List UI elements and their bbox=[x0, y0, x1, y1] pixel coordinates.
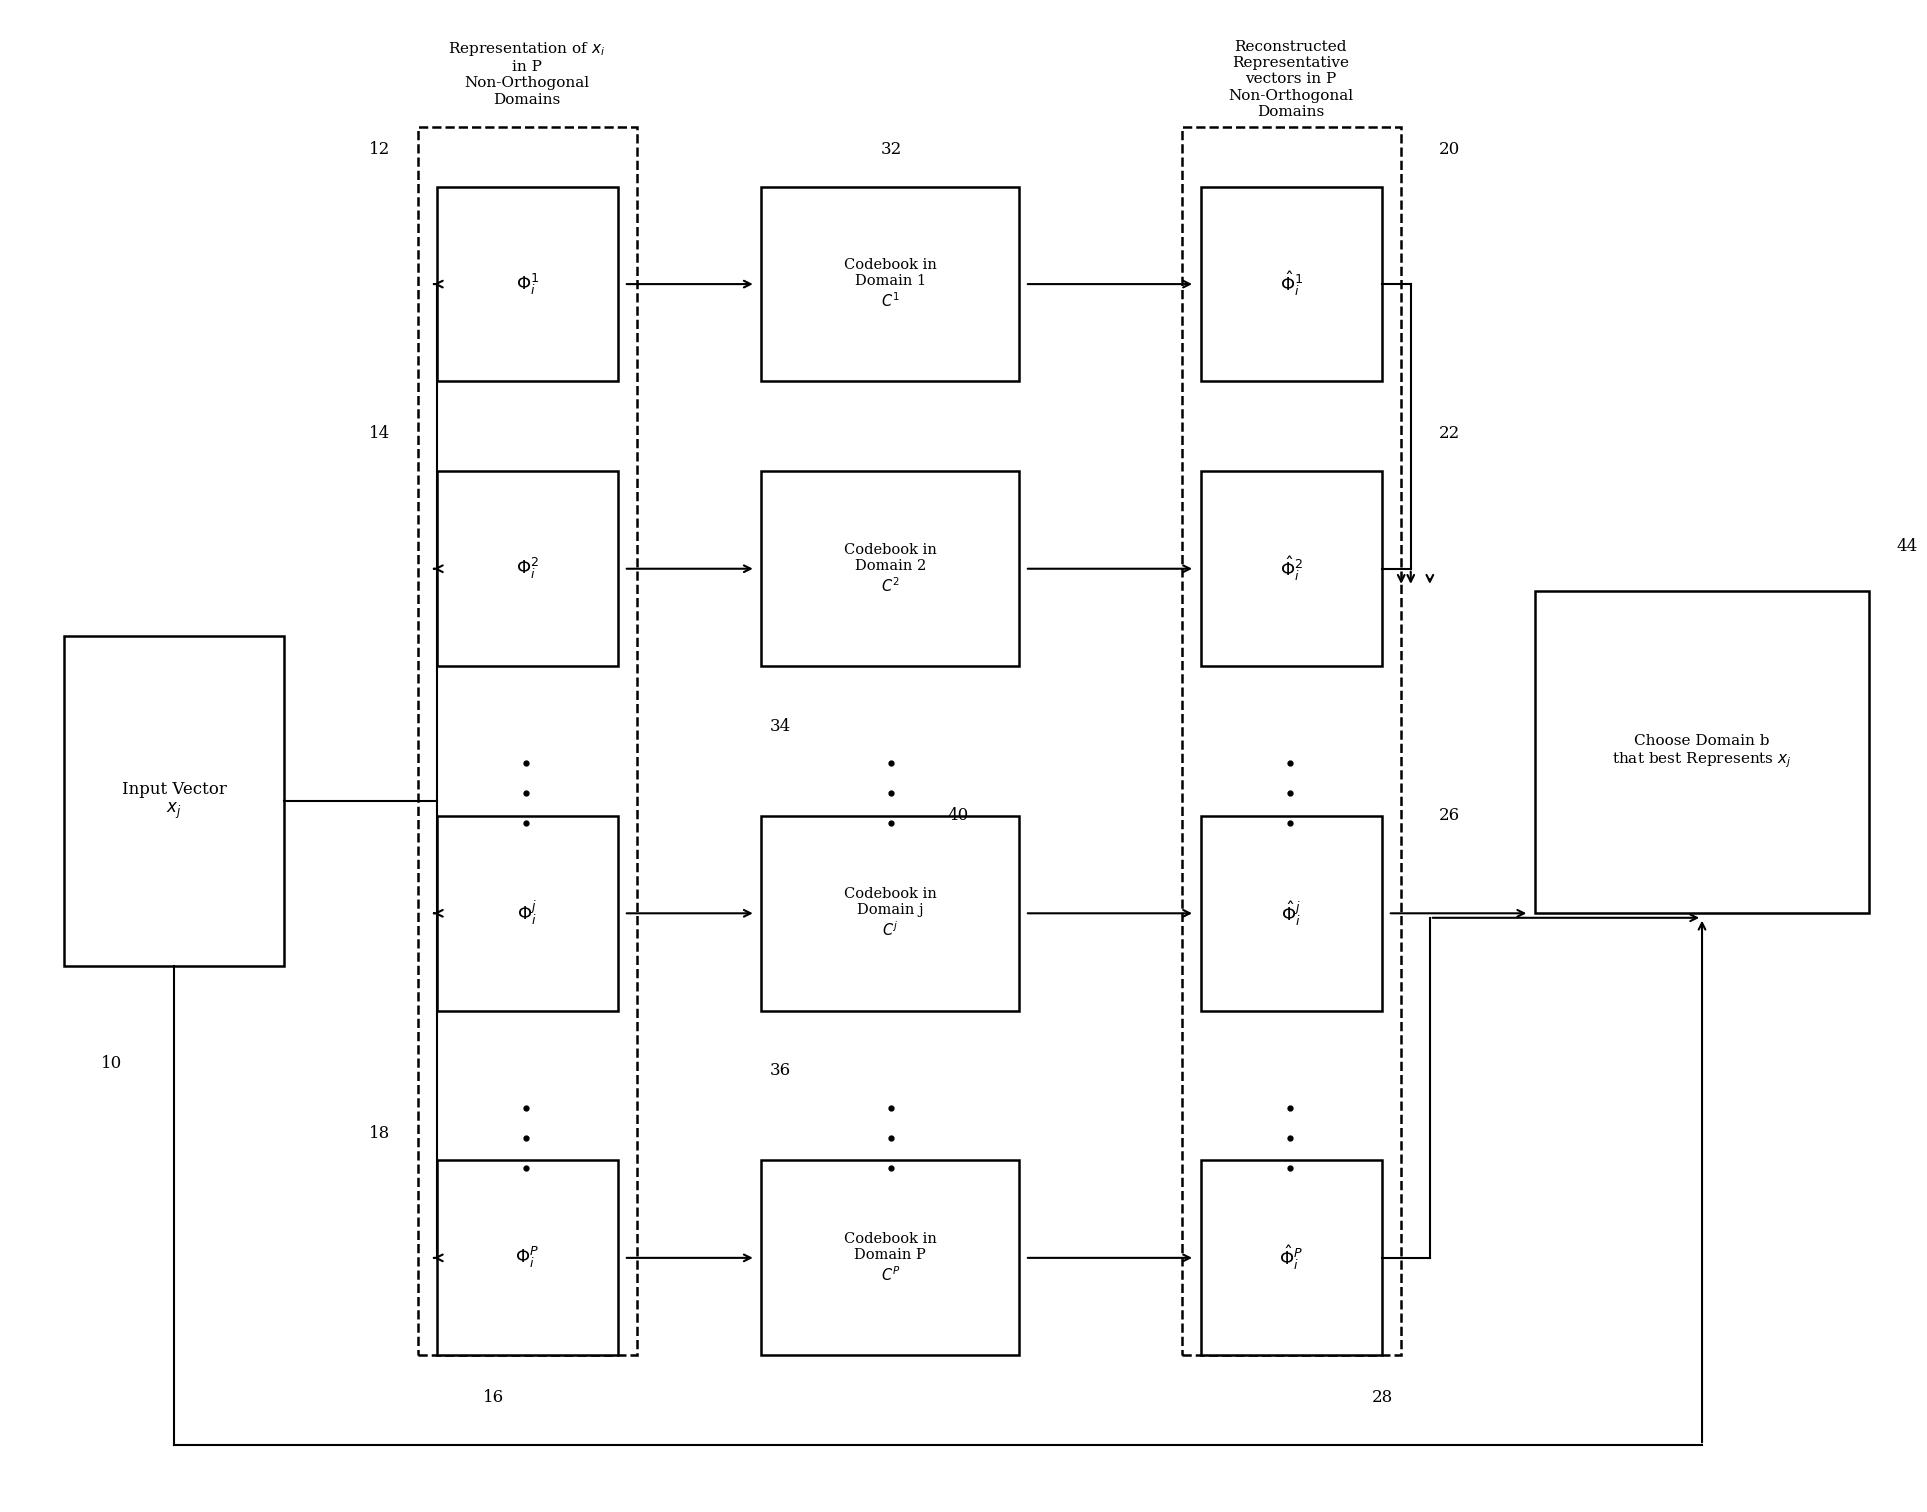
Bar bbox=[418, 127, 638, 1355]
Text: $\Phi_i^P$: $\Phi_i^P$ bbox=[515, 1246, 540, 1270]
Bar bbox=[1201, 186, 1382, 381]
Text: Representation of $x_i$
in P
Non-Orthogonal
Domains: Representation of $x_i$ in P Non-Orthogo… bbox=[447, 39, 605, 106]
Bar bbox=[1181, 127, 1401, 1355]
Text: 22: 22 bbox=[1438, 425, 1459, 443]
Bar bbox=[1201, 472, 1382, 667]
Text: Input Vector
$x_j$: Input Vector $x_j$ bbox=[121, 780, 227, 821]
Text: 12: 12 bbox=[368, 141, 389, 157]
Text: 18: 18 bbox=[368, 1125, 389, 1142]
Text: $\hat{\Phi}_i^P$: $\hat{\Phi}_i^P$ bbox=[1280, 1243, 1303, 1272]
Bar bbox=[437, 472, 619, 667]
Text: $\hat{\Phi}_i^2$: $\hat{\Phi}_i^2$ bbox=[1280, 555, 1303, 584]
Text: 36: 36 bbox=[771, 1061, 792, 1080]
Bar bbox=[1536, 591, 1869, 913]
Text: $\hat{\Phi}_i^1$: $\hat{\Phi}_i^1$ bbox=[1280, 269, 1303, 298]
Text: Codebook in
Domain 2
$C^2$: Codebook in Domain 2 $C^2$ bbox=[844, 543, 937, 594]
Bar bbox=[761, 816, 1019, 1010]
Text: $\Phi_i^2$: $\Phi_i^2$ bbox=[516, 556, 540, 581]
Bar bbox=[437, 816, 619, 1010]
Text: Codebook in
Domain j
$C^j$: Codebook in Domain j $C^j$ bbox=[844, 888, 937, 939]
Bar bbox=[761, 186, 1019, 381]
Text: 14: 14 bbox=[368, 425, 389, 443]
Text: 26: 26 bbox=[1438, 807, 1459, 824]
Text: 34: 34 bbox=[771, 718, 792, 735]
Bar bbox=[437, 186, 619, 381]
Bar bbox=[761, 1161, 1019, 1355]
Text: 10: 10 bbox=[102, 1054, 123, 1072]
Bar bbox=[761, 472, 1019, 667]
Bar bbox=[1201, 816, 1382, 1010]
Text: $\Phi_i^j$: $\Phi_i^j$ bbox=[518, 898, 538, 928]
Text: Choose Domain b
that best Represents $x_j$: Choose Domain b that best Represents $x_… bbox=[1613, 735, 1792, 770]
Text: 20: 20 bbox=[1438, 141, 1459, 157]
Text: Codebook in
Domain 1
$C^1$: Codebook in Domain 1 $C^1$ bbox=[844, 259, 937, 310]
Bar bbox=[1201, 1161, 1382, 1355]
Text: 28: 28 bbox=[1372, 1388, 1393, 1406]
Text: $\Phi_i^1$: $\Phi_i^1$ bbox=[516, 272, 540, 296]
Text: Reconstructed
Representative
vectors in P
Non-Orthogonal
Domains: Reconstructed Representative vectors in … bbox=[1227, 39, 1353, 119]
Bar bbox=[64, 637, 283, 966]
Bar bbox=[437, 1161, 619, 1355]
Text: Codebook in
Domain P
$C^P$: Codebook in Domain P $C^P$ bbox=[844, 1232, 937, 1284]
Text: 16: 16 bbox=[484, 1388, 505, 1406]
Text: 40: 40 bbox=[948, 807, 969, 824]
Text: 32: 32 bbox=[881, 141, 902, 157]
Text: $\hat{\Phi}_i^j$: $\hat{\Phi}_i^j$ bbox=[1281, 898, 1301, 928]
Text: 44: 44 bbox=[1896, 538, 1917, 555]
